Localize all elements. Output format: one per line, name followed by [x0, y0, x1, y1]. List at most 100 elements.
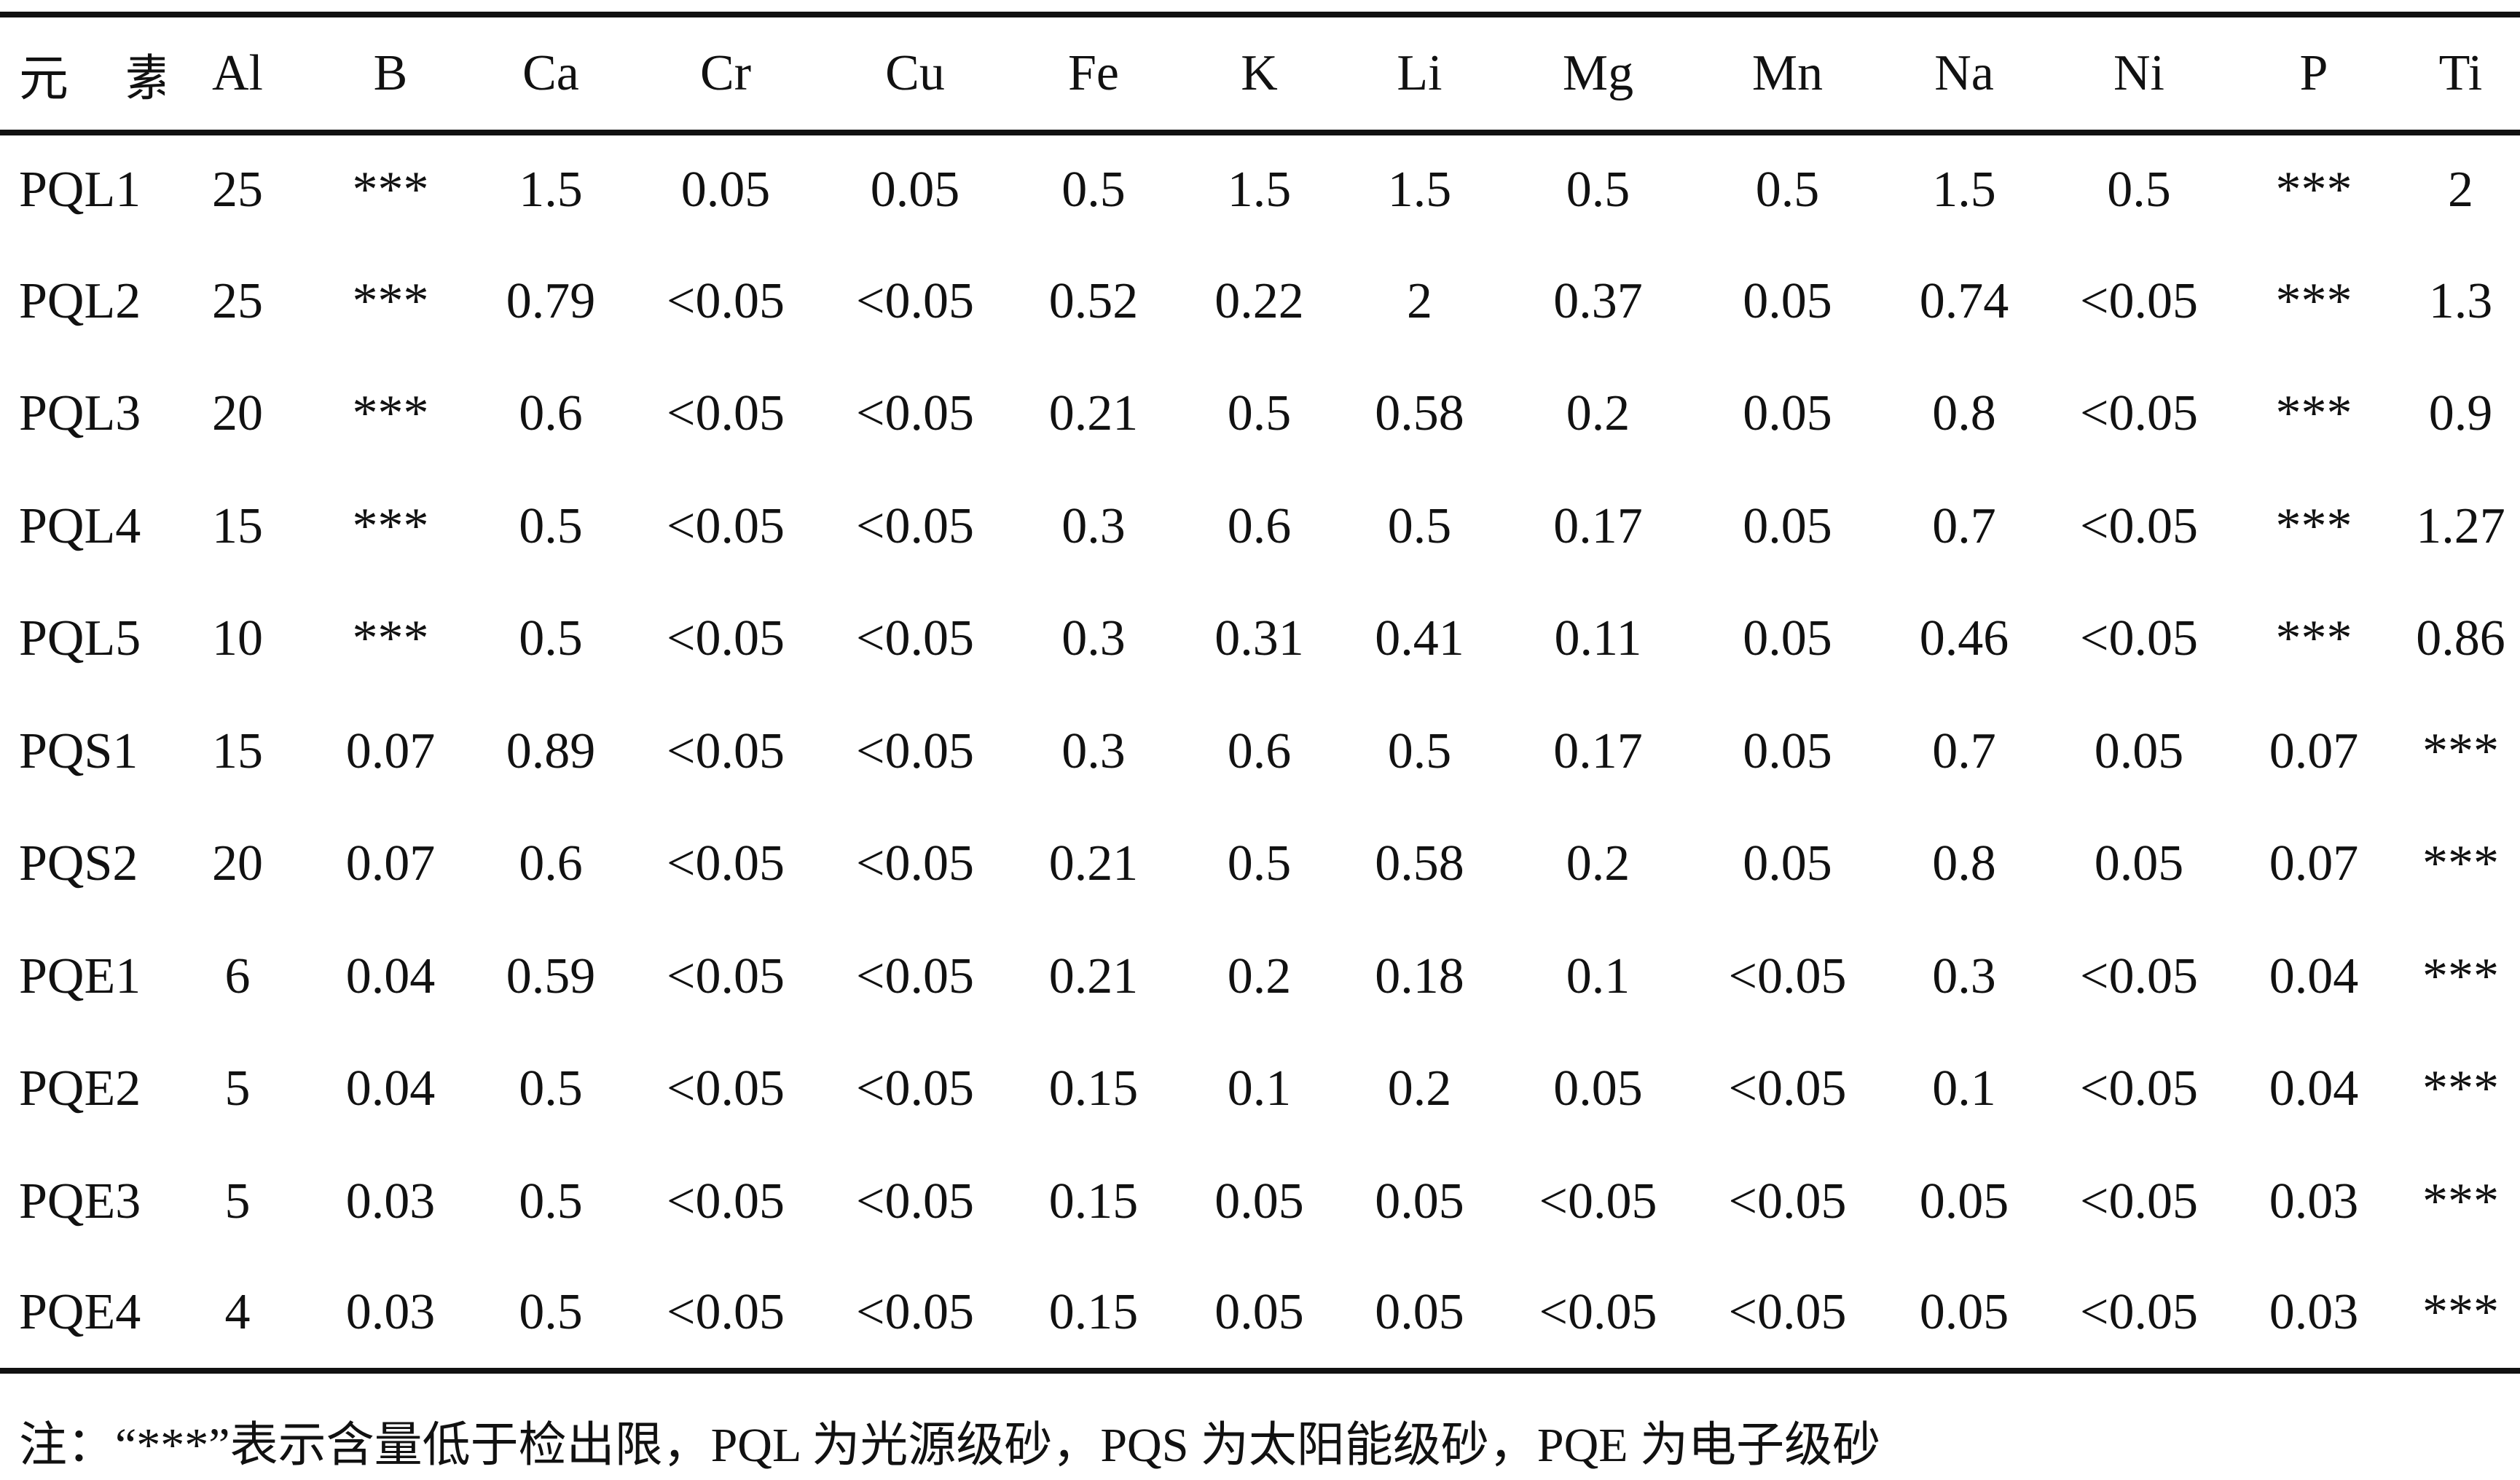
table-cell: <0.05	[2080, 385, 2198, 442]
table-cell: ***	[2275, 162, 2352, 219]
table-cell: <0.05	[2052, 1258, 2226, 1374]
table-cell: <0.05	[856, 610, 974, 667]
table-cell: <0.05	[667, 497, 785, 554]
table-cell: 0.05	[1743, 723, 1832, 779]
table-cell: <0.05	[2080, 497, 2198, 554]
table-cell: 0.2	[1227, 948, 1292, 1004]
table-cell: 0.07	[345, 723, 436, 779]
table-cell: 0.05	[1743, 272, 1832, 329]
table-cell: 0.79	[506, 272, 596, 329]
column-header: Cu	[820, 12, 1010, 135]
table-cell: 0.17	[1553, 497, 1643, 554]
row-header-label: 元 素	[0, 12, 165, 135]
table-cell: 0.05	[1341, 1258, 1498, 1374]
table-cell: 1.3	[2428, 272, 2493, 329]
table-cell: 0.05	[680, 162, 771, 219]
table-cell: 0.1	[1227, 1060, 1292, 1117]
sample-label: PQL4	[19, 497, 141, 554]
table-cell: 0.5	[1061, 162, 1126, 219]
sample-label: PQL2	[19, 272, 141, 329]
column-header: Al	[165, 12, 310, 135]
table-cell: ***	[2275, 610, 2352, 667]
table-cell: 0.46	[1919, 610, 2009, 667]
table-cell: <0.05	[667, 1060, 785, 1117]
table-cell: 0.21	[1048, 385, 1139, 442]
column-header: B	[310, 12, 471, 135]
table-cell: 0.05	[1743, 497, 1832, 554]
sample-label: PQL1	[19, 162, 141, 219]
sample-label: PQE3	[19, 1173, 141, 1229]
table-cell: <0.05	[856, 385, 974, 442]
column-header: Li	[1341, 12, 1498, 135]
table-cell: 2	[2448, 162, 2473, 219]
table-cell: 0.5	[519, 497, 583, 554]
table-cell: 0.37	[1553, 272, 1643, 329]
table-cell: <0.05	[856, 497, 974, 554]
table-row: PQL5 10 *** 0.5 <0.05 <0.05 0.3 0.31 0.41 0.11 0.0…	[0, 583, 2520, 696]
table-cell: ***	[352, 272, 429, 329]
table-cell: ***	[352, 385, 429, 442]
table-cell: ***	[352, 610, 429, 667]
table-cell: 0.3	[1061, 497, 1126, 554]
table-cell: <0.05	[667, 610, 785, 667]
table-cell: 0.8	[1932, 385, 1996, 442]
table-cell: 1.5	[1932, 162, 1996, 219]
table-cell: 0.5	[519, 1173, 583, 1229]
table-cell: 0.89	[506, 723, 596, 779]
table-cell: 0.15	[1010, 1258, 1177, 1374]
table-cell: <0.05	[2080, 1173, 2198, 1229]
table-cell: 4	[165, 1258, 310, 1374]
table-row: PQE4 4 0.03 0.5 <0.05 <0.05 0.15 0.05 0.05 <0.05 <…	[0, 1258, 2520, 1374]
table-cell: <0.05	[631, 1258, 820, 1374]
column-header: Na	[1877, 12, 2052, 135]
table-cell: 0.5	[519, 610, 583, 667]
table-cell: 0.05	[1743, 385, 1832, 442]
table-cell: 0.04	[2269, 1060, 2359, 1117]
table-cell: 0.05	[2094, 835, 2184, 892]
table-cell: <0.05	[1498, 1258, 1698, 1374]
table-cell: 0.2	[1566, 835, 1630, 892]
table-cell: 0.05	[2094, 723, 2184, 779]
table-cell: 0.7	[1932, 723, 1996, 779]
table-cell: ***	[2422, 723, 2499, 779]
table-cell: <0.05	[1539, 1173, 1657, 1229]
table-cell: 0.6	[1227, 723, 1292, 779]
table-cell: <0.05	[856, 835, 974, 892]
table-cell: 0.05	[1743, 835, 1832, 892]
column-header: Mn	[1698, 12, 1877, 135]
table-row: PQS1 15 0.07 0.89 <0.05 <0.05 0.3 0.6 0.5 0.17 0.0…	[0, 696, 2520, 808]
table-cell: 0.5	[2107, 162, 2171, 219]
table-row: PQE3 5 0.03 0.5 <0.05 <0.05 0.15 0.05 0.05 <0.05 <…	[0, 1146, 2520, 1259]
sample-label: PQS1	[19, 723, 138, 779]
table-cell: 0.6	[1227, 497, 1292, 554]
table-cell: 0.05	[1553, 1060, 1643, 1117]
table-cell: <0.05	[2080, 1060, 2198, 1117]
table-cell: 0.58	[1375, 835, 1464, 892]
table-cell: ***	[2422, 1173, 2499, 1229]
table-cell: 0.41	[1375, 610, 1464, 667]
table-row: PQE1 6 0.04 0.59 <0.05 <0.05 0.21 0.2 0.18 0.1 <0.…	[0, 921, 2520, 1034]
table-cell: 0.5	[471, 1258, 631, 1374]
table-cell: <0.05	[820, 1258, 1010, 1374]
table-cell: 0.15	[1048, 1173, 1139, 1229]
column-header: Cr	[631, 12, 820, 135]
table-cell: 1.5	[1227, 162, 1292, 219]
table-cell: <0.05	[2080, 948, 2198, 1004]
column-header: Ca	[471, 12, 631, 135]
table-cell: 0.21	[1048, 948, 1139, 1004]
table-cell: ***	[2422, 1060, 2499, 1117]
table-cell: 0.5	[1566, 162, 1630, 219]
table-cell: <0.05	[856, 1060, 974, 1117]
table-cell: 0.2	[1566, 385, 1630, 442]
sample-label: PQE2	[19, 1060, 141, 1117]
sample-label: PQE1	[19, 948, 141, 1004]
table-cell: 0.21	[1048, 835, 1139, 892]
column-header: Fe	[1010, 12, 1177, 135]
table-cell: 0.3	[1061, 723, 1126, 779]
column-header: P	[2226, 12, 2401, 135]
table-cell: 0.05	[1375, 1173, 1464, 1229]
table-cell: 0.5	[1227, 835, 1292, 892]
table-cell: <0.05	[2080, 610, 2198, 667]
table-cell: ***	[2422, 835, 2499, 892]
